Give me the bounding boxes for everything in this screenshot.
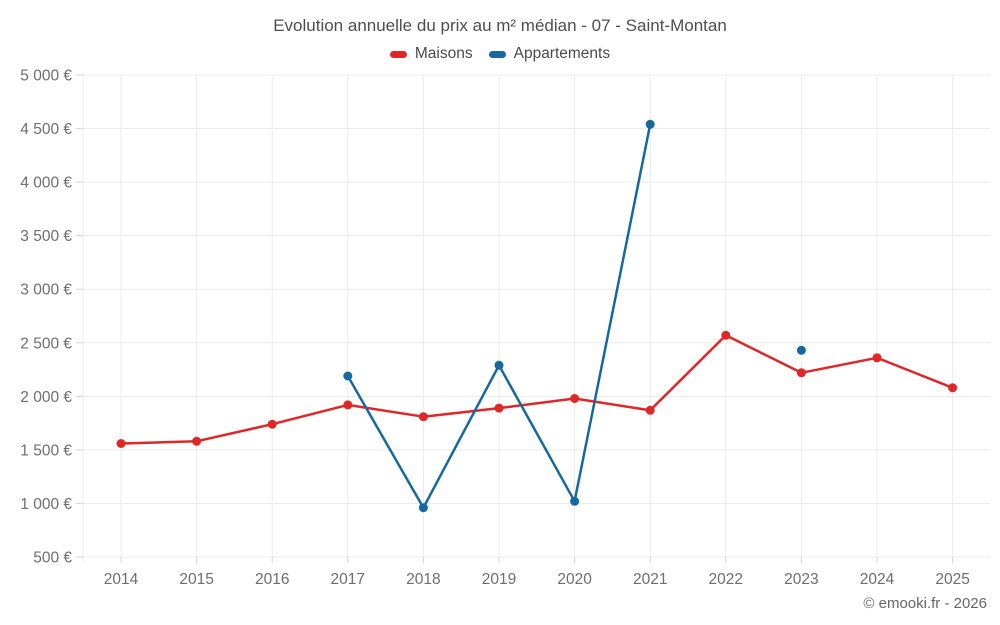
x-axis-label: 2014 xyxy=(104,571,139,588)
data-point-maisons-2019[interactable] xyxy=(494,403,504,413)
x-axis-label: 2025 xyxy=(935,571,969,588)
x-axis-label: 2017 xyxy=(331,571,365,588)
data-point-maisons-2015[interactable] xyxy=(192,436,202,446)
y-axis-label: 2 500 € xyxy=(20,335,72,352)
data-point-maisons-2014[interactable] xyxy=(116,439,126,448)
data-point-appartements-2019[interactable] xyxy=(494,360,504,370)
x-axis-label: 2021 xyxy=(633,571,667,588)
x-axis-label: 2015 xyxy=(179,571,213,588)
x-axis-label: 2019 xyxy=(482,571,516,588)
legend-label-maisons: Maisons xyxy=(414,45,473,62)
y-axis-label: 3 500 € xyxy=(20,228,72,245)
maisons-swatch-icon xyxy=(389,50,407,58)
copyright-footer: © emooki.fr - 2026 xyxy=(863,595,987,612)
y-axis-label: 4 500 € xyxy=(20,121,72,138)
appartements-swatch-icon xyxy=(488,50,506,58)
data-point-appartements-2021[interactable] xyxy=(645,119,655,129)
x-axis-label: 2018 xyxy=(406,571,440,588)
y-axis-label: 1 000 € xyxy=(20,496,72,513)
data-point-maisons-2018[interactable] xyxy=(418,412,428,422)
data-point-maisons-2020[interactable] xyxy=(570,394,580,403)
y-axis-label: 500 € xyxy=(33,550,72,567)
data-point-appartements-2023[interactable] xyxy=(796,345,806,355)
series-line-maisons xyxy=(119,334,954,445)
data-point-appartements-2017[interactable] xyxy=(343,371,353,381)
data-point-appartements-2018[interactable] xyxy=(418,503,428,513)
y-axis-label: 2 000 € xyxy=(20,389,72,406)
y-axis-label: 1 500 € xyxy=(20,442,72,459)
data-point-maisons-2022[interactable] xyxy=(721,330,731,340)
x-axis-label: 2024 xyxy=(860,571,895,588)
data-point-maisons-2017[interactable] xyxy=(343,400,353,410)
chart-title: Evolution annuelle du prix au m² médian … xyxy=(273,16,727,35)
data-point-maisons-2023[interactable] xyxy=(796,368,806,378)
x-axis-label: 2022 xyxy=(709,571,743,588)
data-point-maisons-2025[interactable] xyxy=(948,383,958,393)
x-axis-label: 2020 xyxy=(557,571,592,588)
x-axis-label: 2023 xyxy=(784,571,818,588)
legend-item-maisons[interactable]: Maisons xyxy=(389,45,473,63)
legend: Maisons Appartements xyxy=(0,45,1000,63)
legend-label-appartements: Appartements xyxy=(513,45,611,62)
data-point-maisons-2024[interactable] xyxy=(872,353,882,363)
data-point-maisons-2021[interactable] xyxy=(645,405,655,415)
data-point-appartements-2020[interactable] xyxy=(570,496,580,506)
y-axis-label: 4 000 € xyxy=(20,175,72,192)
legend-item-appartements[interactable]: Appartements xyxy=(488,45,611,63)
data-point-maisons-2016[interactable] xyxy=(267,419,277,429)
x-axis-label: 2016 xyxy=(255,571,289,588)
y-axis-label: 3 000 € xyxy=(20,282,72,299)
y-axis-label: 5 000 € xyxy=(20,68,72,85)
